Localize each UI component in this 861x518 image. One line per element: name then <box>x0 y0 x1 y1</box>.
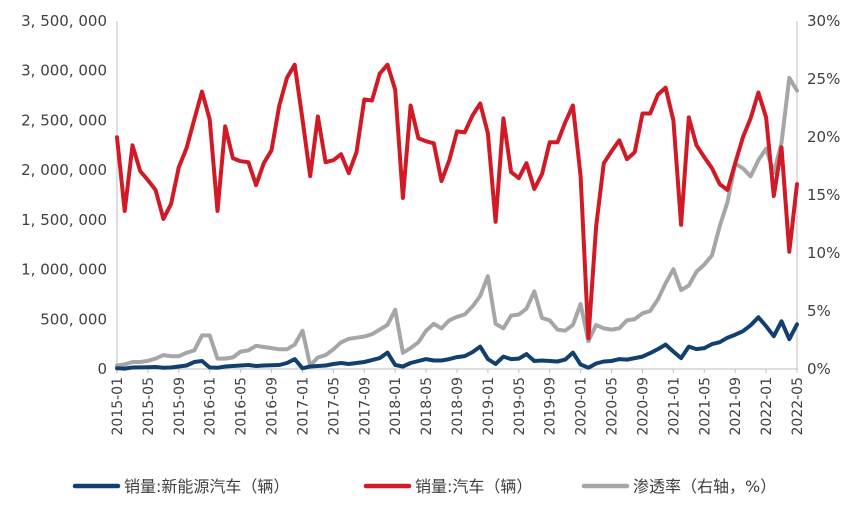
x-axis-ticks: 2015-01 2015-05 2015-09 2016-01 2016-05 2016-… <box>110 369 806 436</box>
x-tick-label: 2021-01 <box>666 377 682 436</box>
right-tick-label: 5% <box>807 302 831 320</box>
left-tick-label: 1, 000, 000 <box>21 261 107 279</box>
right-axis-ticks: 0% 5% 10% 15% 20% 25% 30% <box>807 12 840 378</box>
x-tick-label: 2018-09 <box>450 377 466 436</box>
right-tick-label: 20% <box>807 128 840 146</box>
x-tick-label: 2020-01 <box>574 377 590 436</box>
left-tick-label: 0 <box>97 360 107 378</box>
x-tick-label: 2019-09 <box>543 377 559 436</box>
x-tick-label: 2017-01 <box>295 377 311 436</box>
penetration-line <box>115 75 799 368</box>
x-tick-label: 2020-05 <box>605 377 621 436</box>
x-tick-label: 2021-09 <box>728 377 744 436</box>
legend-label-penetration: 渗透率（右轴，%） <box>633 477 776 496</box>
right-tick-label: 0% <box>807 360 831 378</box>
x-tick-label: 2019-01 <box>481 377 497 436</box>
left-tick-label: 500, 000 <box>40 310 107 328</box>
left-tick-label: 3, 500, 000 <box>21 12 107 30</box>
right-tick-label: 15% <box>807 186 840 204</box>
left-tick-label: 2, 000, 000 <box>21 161 107 179</box>
legend: 销量:新能源汽车（辆） 销量:汽车（辆） 渗透率（右轴，%） <box>72 477 776 496</box>
x-tick-label: 2022-05 <box>790 377 806 436</box>
series-layer <box>115 62 799 371</box>
x-tick-label: 2018-01 <box>388 377 404 436</box>
left-tick-label: 2, 500, 000 <box>21 111 107 129</box>
x-tick-label: 2019-05 <box>512 377 528 436</box>
x-tick-label: 2018-05 <box>419 377 435 436</box>
left-axis-ticks: 0 500, 000 1, 000, 000 1, 500, 000 2, 000, 0… <box>21 12 107 378</box>
nev-sales-line <box>115 315 799 371</box>
right-tick-label: 10% <box>807 244 840 262</box>
x-tick-label: 2016-09 <box>265 377 281 436</box>
x-tick-label: 2016-01 <box>203 377 219 436</box>
right-tick-label: 25% <box>807 70 840 88</box>
x-tick-label: 2021-05 <box>697 377 713 436</box>
legend-label-auto-sales: 销量:汽车（辆） <box>415 477 532 496</box>
x-tick-label: 2022-01 <box>759 377 775 436</box>
x-tick-label: 2017-09 <box>357 377 373 436</box>
x-tick-label: 2015-01 <box>110 377 126 436</box>
left-tick-label: 1, 500, 000 <box>21 211 107 229</box>
left-tick-label: 3, 000, 000 <box>21 62 107 80</box>
x-tick-label: 2016-05 <box>234 377 250 436</box>
x-tick-label: 2020-09 <box>635 377 651 436</box>
x-tick-label: 2017-05 <box>326 377 342 436</box>
x-tick-label: 2015-05 <box>141 377 157 436</box>
x-tick-label: 2015-09 <box>172 377 188 436</box>
auto-sales-line <box>115 62 799 341</box>
legend-label-nev-sales: 销量:新能源汽车（辆） <box>124 477 289 496</box>
right-tick-label: 30% <box>807 12 840 30</box>
